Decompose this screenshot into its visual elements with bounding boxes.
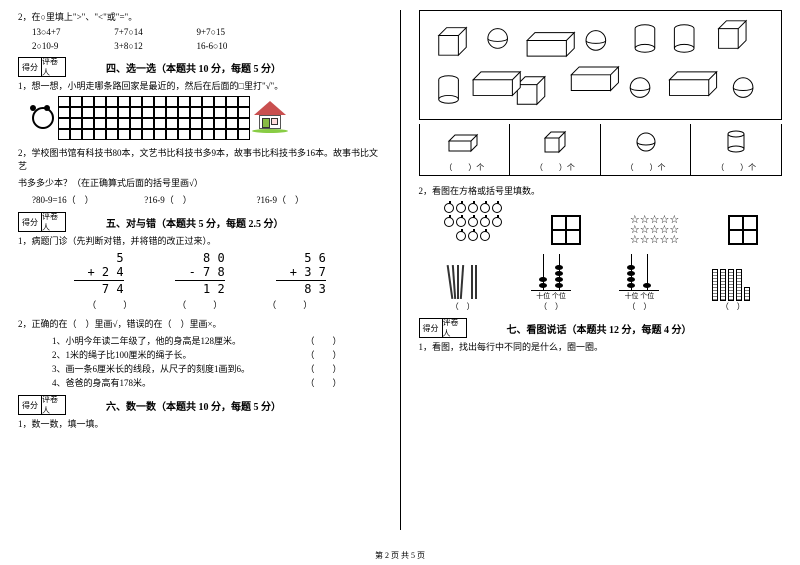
count-row-1: ☆☆☆☆☆ ☆☆☆☆☆ ☆☆☆☆☆ [419, 203, 783, 245]
sticks-item: （ ） [443, 265, 483, 312]
section-5-title: 五、对与错（本题共 5 分，每题 2.5 分） [106, 215, 284, 232]
score-box-7: 得分 评卷人 七、看图说话（本题共 12 分，每题 4 分） [419, 318, 783, 338]
shape-count-table: （ ）个 （ ）个 （ ）个 （ ）个 [419, 124, 783, 176]
grader-cell: 评卷人 [443, 318, 467, 338]
q2-prompt: 2，在○里填上">"、"<"或"="。 [18, 10, 382, 23]
score-cell: 得分 [18, 395, 42, 415]
grader-cell: 评卷人 [42, 395, 66, 415]
sec4-q2b: 书多多少本？（在正确算式后面的括号里画√） [18, 176, 382, 189]
section-4-title: 四、选一选（本题共 10 分，每题 5 分） [106, 60, 281, 77]
q2-row2: 2○10-9 3+8○12 16-6○10 [18, 41, 382, 51]
judge-2: 2、1米的绳子比100厘米的绳子长。（ ） [18, 348, 382, 361]
score-cell: 得分 [18, 57, 42, 77]
sec7-q1: 1，看图，找出每行中不同的是什么，圈一圈。 [419, 340, 783, 353]
page-footer: 第 2 页 共 5 页 [0, 550, 800, 561]
abacus-1: 十位 个位 （ ） [531, 251, 571, 312]
sec6-q1: 1，数一数，填一填。 [18, 417, 382, 430]
grader-cell: 评卷人 [42, 57, 66, 77]
shapes-scene [419, 10, 783, 120]
sec4-q2-opts: ?80-9=16（ ） ?16-9（ ） ?16-9（ ） [18, 193, 382, 206]
sec4-q1: 1，想一想，小明走哪条路回家是最近的，然后在后面的□里打"√"。 [18, 79, 382, 92]
arith-3: 5 6 + 3 7 8 3 [276, 251, 326, 296]
grid-item-1 [551, 215, 581, 245]
cylinder-icon [691, 124, 781, 160]
maze-figure [30, 96, 382, 140]
q2-row1: 13○4+7 7+7○14 9+7○15 [18, 27, 382, 37]
count-row-2: （ ） 十位 个位 （ ） [419, 251, 783, 312]
sphere-icon [601, 124, 691, 160]
grader-cell: 评卷人 [42, 212, 66, 232]
score-cell: 得分 [18, 212, 42, 232]
left-column: 2，在○里填上">"、"<"或"="。 13○4+7 7+7○14 9+7○15… [0, 0, 400, 540]
stars-item: ☆☆☆☆☆ ☆☆☆☆☆ ☆☆☆☆☆ [630, 215, 679, 245]
score-box-4: 得分 评卷人 四、选一选（本题共 10 分，每题 5 分） [18, 57, 382, 77]
right-column: （ ）个 （ ）个 （ ）个 （ ）个 2，看图在方 [401, 0, 800, 540]
arith-parens: （ ） （ ） （ ） [18, 298, 382, 311]
section-7-title: 七、看图说话（本题共 12 分，每题 4 分） [507, 321, 692, 338]
sec5-q2: 2，正确的在（ ）里画√，错误的在（ ）里画×。 [18, 317, 382, 330]
judge-3: 3、画一条6厘米长的线段，从尺子的刻度1画到6。（ ） [18, 362, 382, 375]
section-6-title: 六、数一数（本题共 10 分，每题 5 分） [106, 398, 281, 415]
cuboid-icon [420, 124, 510, 160]
cube-icon [510, 124, 600, 160]
house-icon [252, 101, 288, 135]
blocks-item: （ ） [708, 261, 758, 312]
arith-2: 8 0 - 7 8 1 2 [175, 251, 225, 296]
maze-grid [58, 96, 250, 140]
score-cell: 得分 [419, 318, 443, 338]
grid-item-2 [728, 215, 758, 245]
sec4-q2a: 2，学校图书馆有科技书80本，文艺书比科技书多9本，故事书比科技书多16本。故事… [18, 146, 382, 172]
judge-4: 4、爸爸的身高有178米。（ ） [18, 376, 382, 389]
right-q2: 2，看图在方格或括号里填数。 [419, 184, 783, 197]
abacus-2: 十位 个位 （ ） [619, 251, 659, 312]
score-box-6: 得分 评卷人 六、数一数（本题共 10 分，每题 5 分） [18, 395, 382, 415]
sec5-q1: 1，病题门诊（先判断对错，并将错的改正过来）。 [18, 234, 382, 247]
arith-row: 5 + 2 4 7 4 8 0 - 7 8 1 2 5 6 + 3 7 8 3 [48, 251, 352, 296]
apples-item [443, 203, 503, 245]
score-box-5: 得分 评卷人 五、对与错（本题共 5 分，每题 2.5 分） [18, 212, 382, 232]
panda-icon [30, 103, 56, 133]
arith-1: 5 + 2 4 7 4 [74, 251, 124, 296]
judge-1: 1、小明今年读二年级了，他的身高是128厘米。（ ） [18, 334, 382, 347]
